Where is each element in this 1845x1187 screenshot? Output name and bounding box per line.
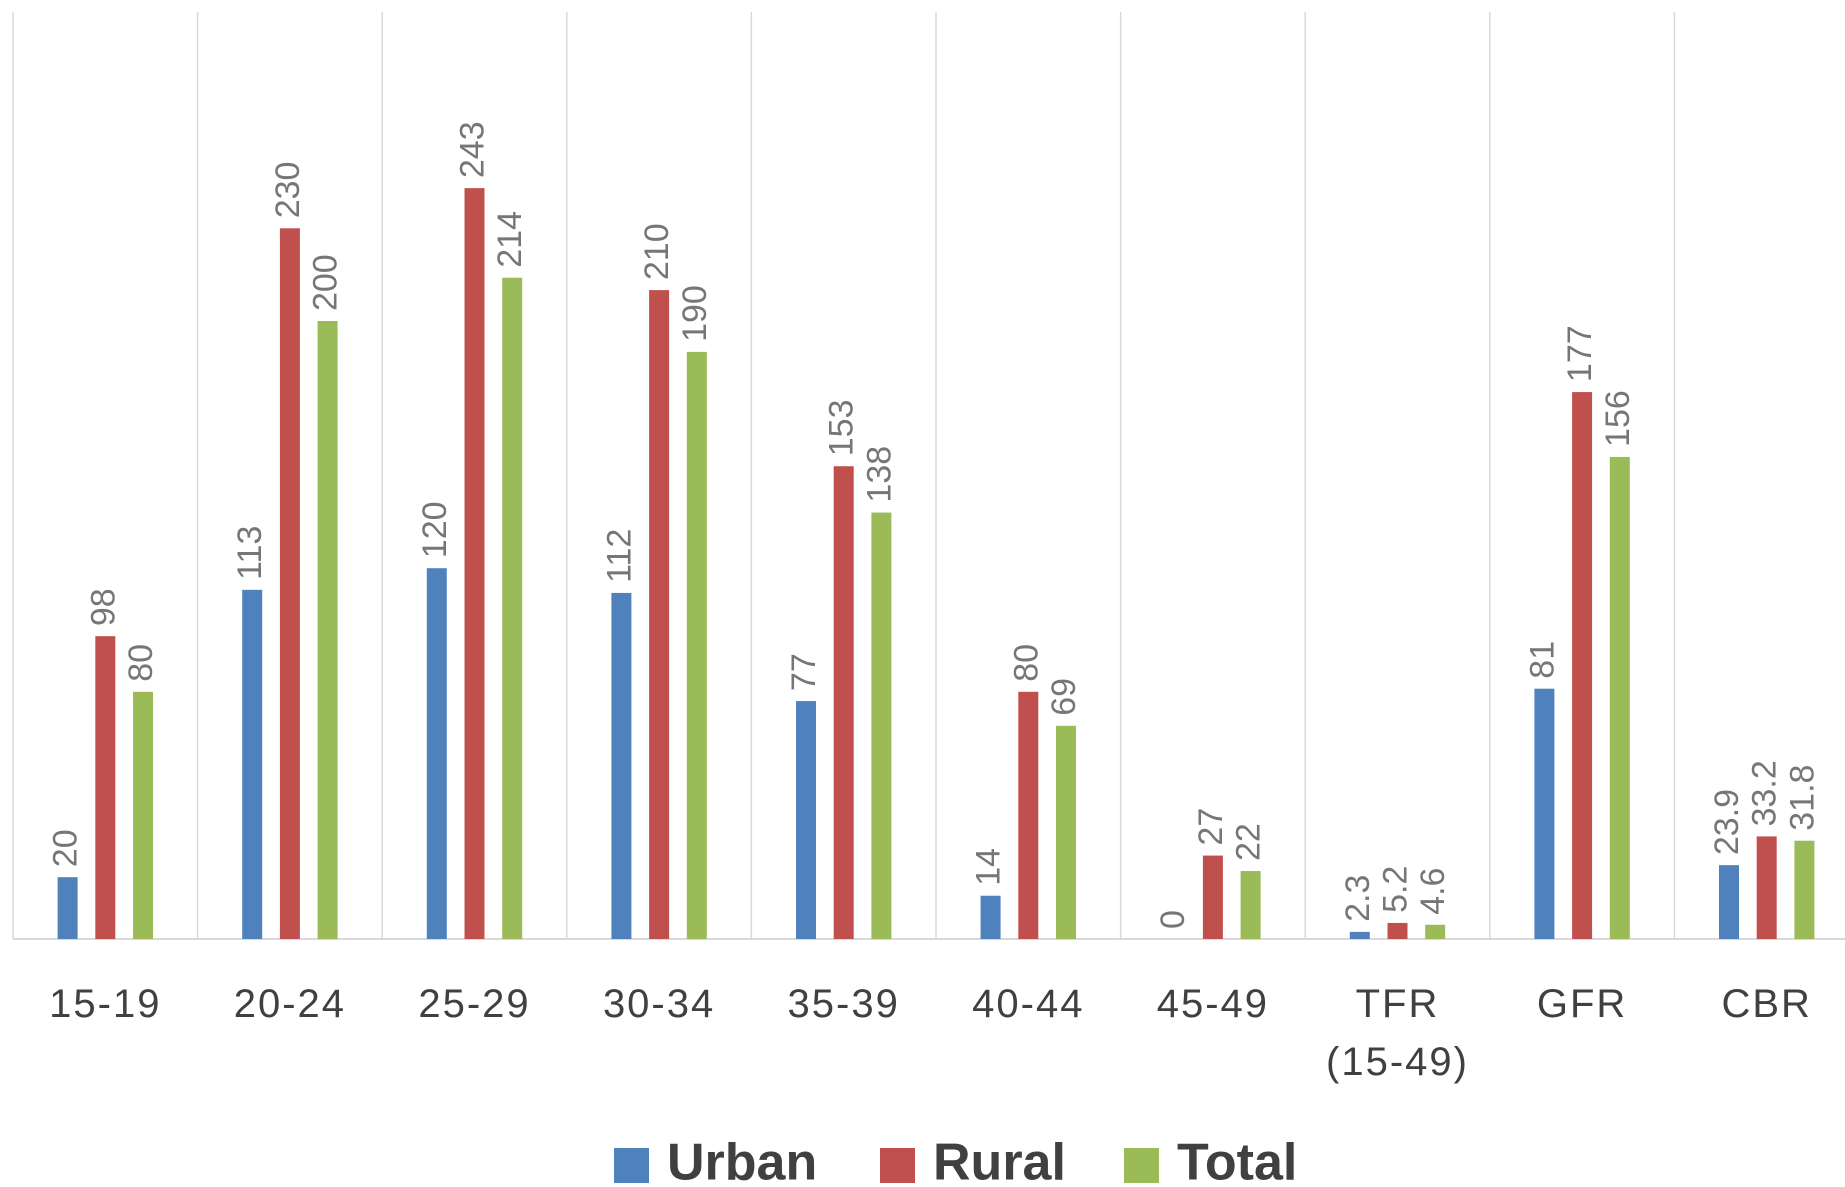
bar [317, 321, 338, 939]
data-label: 120 [416, 501, 454, 558]
bar [133, 691, 153, 939]
bar [1018, 691, 1039, 939]
legend-label: Rural [933, 1134, 1066, 1187]
data-label: 23.9 [1708, 789, 1746, 855]
bar [1719, 865, 1739, 939]
bar [242, 589, 263, 939]
x-tick-label: 30-34 [602, 982, 716, 1026]
data-label: 80 [122, 644, 160, 682]
x-tick-label: CBR [1721, 982, 1812, 1026]
legend-label: Total [1177, 1134, 1297, 1187]
legend-label: Urban [667, 1134, 817, 1187]
data-label: 138 [860, 446, 898, 503]
data-label: 22 [1230, 823, 1268, 861]
data-label: 210 [638, 223, 676, 280]
bar [611, 592, 632, 939]
bar [426, 568, 447, 939]
data-label: 214 [491, 211, 529, 268]
bar [1349, 931, 1370, 939]
data-label: 31.8 [1783, 765, 1821, 831]
data-label: 153 [823, 399, 861, 456]
bar [1387, 922, 1408, 939]
data-label: 190 [676, 285, 714, 342]
bar [502, 277, 523, 939]
data-label: 77 [785, 653, 823, 691]
data-label: 69 [1045, 678, 1083, 716]
bar [980, 895, 1001, 939]
bar [279, 228, 300, 940]
bar [464, 188, 485, 939]
bar [1202, 855, 1223, 939]
bar [95, 636, 116, 939]
bar [57, 877, 78, 939]
data-label: 113 [231, 526, 269, 580]
data-label: 33.2 [1746, 760, 1784, 826]
bar [833, 466, 854, 939]
data-label: 112 [600, 529, 638, 583]
legend-swatch [614, 1148, 649, 1183]
data-label: 156 [1599, 390, 1637, 447]
bar [1794, 840, 1815, 939]
bar [871, 512, 892, 939]
x-tick-label: 20-24 [233, 982, 347, 1026]
bar [1572, 392, 1593, 939]
x-tick-label: 25-29 [418, 982, 531, 1026]
data-label: 27 [1192, 808, 1230, 846]
legend-swatch [880, 1148, 915, 1183]
x-tick-label: 40-44 [972, 982, 1085, 1026]
x-tick-label: 15-19 [49, 982, 162, 1026]
bar [796, 701, 816, 939]
bar [1056, 725, 1076, 939]
data-label: 5.2 [1376, 866, 1414, 913]
bar [1609, 456, 1630, 939]
data-label: 14 [970, 848, 1008, 886]
data-label: 0 [1154, 910, 1192, 929]
data-label: 2.3 [1339, 875, 1377, 922]
data-label: 98 [84, 588, 122, 626]
bar [1425, 924, 1446, 939]
bar [1240, 871, 1261, 939]
x-tick-label: TFR (15-49) [1326, 982, 1469, 1084]
bar [686, 351, 707, 939]
data-label: 20 [47, 829, 85, 867]
data-label: 177 [1561, 325, 1599, 382]
data-label: 80 [1007, 644, 1045, 682]
legend-swatch [1124, 1148, 1159, 1183]
data-label: 81 [1523, 641, 1561, 679]
data-label: 243 [453, 121, 491, 178]
bar [649, 290, 670, 940]
data-label: 230 [269, 162, 307, 219]
x-tick-label: 45-49 [1156, 982, 1270, 1026]
bar [1756, 836, 1777, 939]
x-tick-label: 35-39 [787, 982, 900, 1026]
bar [1534, 688, 1555, 939]
data-label: 4.6 [1414, 868, 1452, 915]
data-label: 200 [307, 254, 345, 311]
x-tick-label: GFR [1536, 982, 1628, 1026]
